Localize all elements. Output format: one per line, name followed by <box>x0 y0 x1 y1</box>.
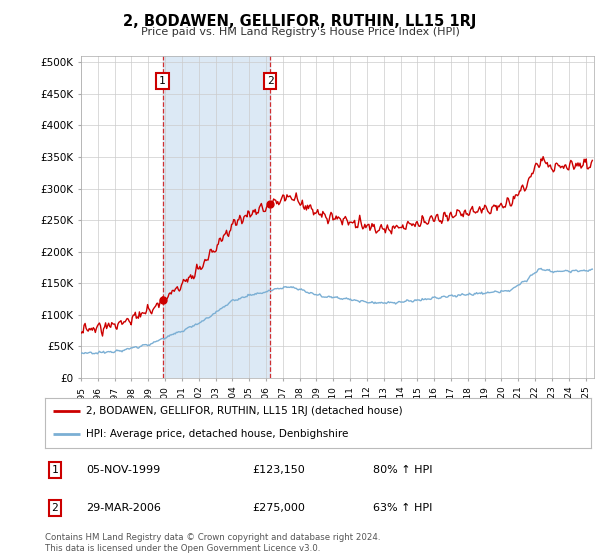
Text: 63% ↑ HPI: 63% ↑ HPI <box>373 503 432 513</box>
Text: 2, BODAWEN, GELLIFOR, RUTHIN, LL15 1RJ: 2, BODAWEN, GELLIFOR, RUTHIN, LL15 1RJ <box>124 14 476 29</box>
Text: 80% ↑ HPI: 80% ↑ HPI <box>373 465 432 475</box>
Text: 05-NOV-1999: 05-NOV-1999 <box>86 465 160 475</box>
Text: 2: 2 <box>266 76 274 86</box>
Bar <box>163 56 270 378</box>
Text: 1: 1 <box>52 465 58 475</box>
Text: HPI: Average price, detached house, Denbighshire: HPI: Average price, detached house, Denb… <box>86 430 349 440</box>
Text: Contains HM Land Registry data © Crown copyright and database right 2024.
This d: Contains HM Land Registry data © Crown c… <box>45 533 380 553</box>
Text: £275,000: £275,000 <box>253 503 305 513</box>
Text: 29-MAR-2006: 29-MAR-2006 <box>86 503 161 513</box>
Text: 2, BODAWEN, GELLIFOR, RUTHIN, LL15 1RJ (detached house): 2, BODAWEN, GELLIFOR, RUTHIN, LL15 1RJ (… <box>86 406 403 416</box>
Text: £123,150: £123,150 <box>253 465 305 475</box>
Text: 1: 1 <box>159 76 166 86</box>
Text: 2: 2 <box>52 503 58 513</box>
Text: Price paid vs. HM Land Registry's House Price Index (HPI): Price paid vs. HM Land Registry's House … <box>140 27 460 37</box>
